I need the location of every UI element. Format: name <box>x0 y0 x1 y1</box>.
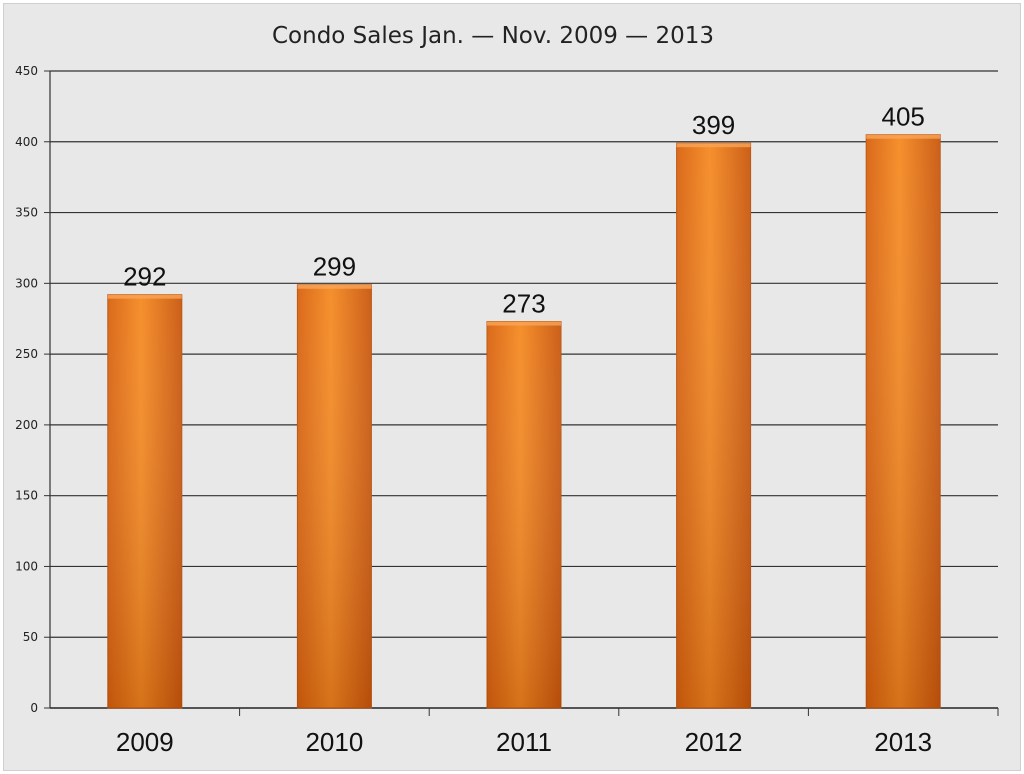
labels: 0 50 100 150 200 250 300 350 400 450 292 2009 299 201… <box>15 64 932 757</box>
y-tick-label: 150 <box>15 489 38 503</box>
data-label: 273 <box>502 289 545 319</box>
y-tick-label: 0 <box>30 701 38 715</box>
y-tick-label: 250 <box>15 347 38 361</box>
bar-top-2009 <box>107 294 182 299</box>
bar-top-2011 <box>487 321 561 326</box>
data-label: 399 <box>692 110 735 140</box>
y-tick-label: 350 <box>15 206 38 220</box>
y-tick-label: 50 <box>23 630 38 644</box>
y-tick-label: 100 <box>15 559 38 573</box>
y-tick-label: 300 <box>15 276 38 290</box>
x-tick-label: 2013 <box>874 727 932 757</box>
bar-shade-2013 <box>866 134 941 708</box>
data-label: 405 <box>882 102 925 132</box>
y-tick-label: 400 <box>15 135 38 149</box>
bars <box>107 134 941 709</box>
data-label: 299 <box>313 252 356 282</box>
y-tick-label: 450 <box>15 64 38 78</box>
x-tick-label: 2012 <box>685 727 743 757</box>
x-tick-label: 2009 <box>116 727 174 757</box>
chart-title: Condo Sales Jan. — Nov. 2009 — 2013 <box>271 23 715 49</box>
bar-shade-2009 <box>107 294 182 708</box>
x-tick-label: 2011 <box>496 727 552 757</box>
bar-shade-2012 <box>676 143 751 708</box>
y-tick-label: 200 <box>15 418 38 432</box>
bar-shade-2010 <box>297 284 372 708</box>
bar-top-2013 <box>866 134 941 139</box>
bar-shade-2011 <box>487 321 561 708</box>
x-tick-label: 2010 <box>305 727 363 757</box>
bar-top-2012 <box>676 143 751 148</box>
bar-top-2010 <box>297 284 372 289</box>
data-label: 292 <box>123 262 166 292</box>
